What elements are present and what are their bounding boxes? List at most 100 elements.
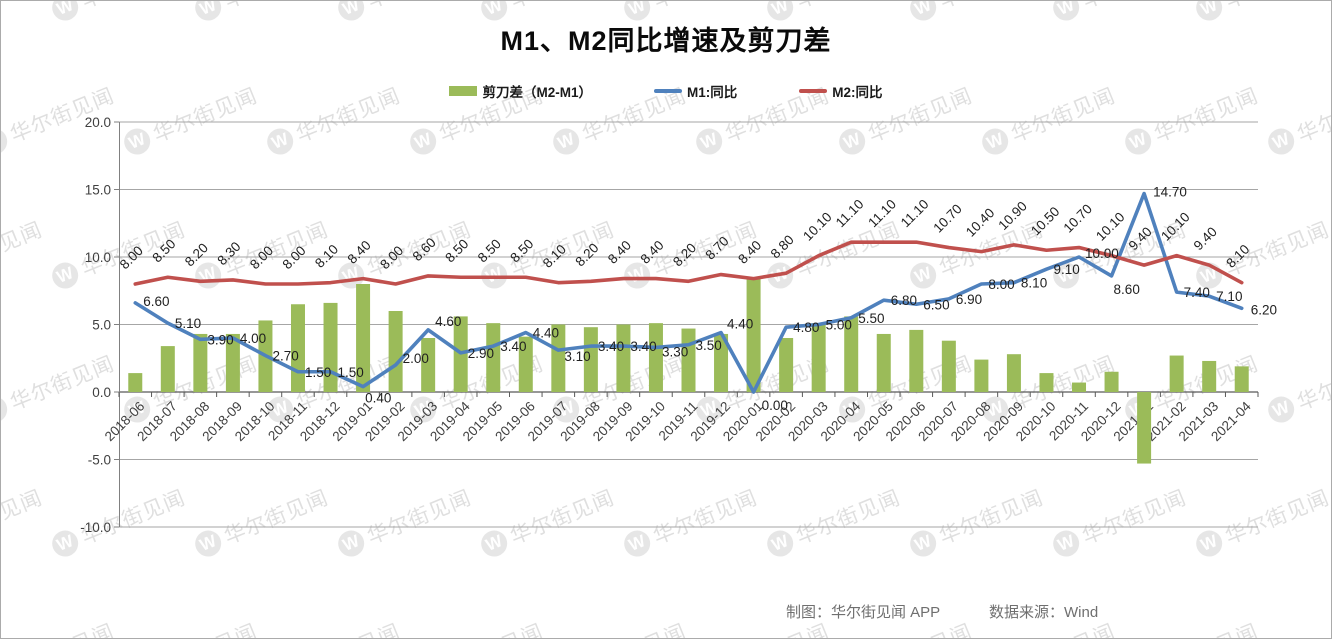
gap-bar (616, 324, 631, 392)
m2-data-label: 10.90 (995, 198, 1030, 233)
y-tick-label: 15.0 (85, 182, 111, 197)
gap-bar (421, 338, 436, 392)
gap-bar (160, 346, 175, 392)
y-tick-label: -5.0 (88, 452, 111, 467)
m2-data-label: 8.50 (475, 236, 504, 265)
m1-data-label: 5.50 (858, 311, 884, 326)
legend-item-m1: M1:同比 (654, 81, 737, 101)
gap-bar (356, 284, 371, 392)
m2-data-label: 8.20 (572, 240, 601, 269)
m2-data-label: 8.40 (637, 238, 666, 267)
gap-bar (551, 324, 566, 392)
legend-m2-label: M2:同比 (832, 85, 883, 100)
m2-data-label: 8.20 (670, 240, 699, 269)
m1-data-label: 6.50 (923, 297, 949, 312)
m1-data-label: 8.60 (1114, 282, 1140, 297)
m1-data-label: 3.40 (500, 339, 526, 354)
m2-data-label: 10.10 (1093, 209, 1128, 244)
m1-data-label: 14.70 (1153, 185, 1187, 200)
m2-data-label: 10.10 (1158, 209, 1193, 244)
m1-data-label: 3.10 (564, 349, 590, 364)
m1-data-label: 0.00 (762, 398, 788, 413)
gap-bar (1169, 355, 1184, 392)
m1-data-label: 0.40 (365, 391, 391, 406)
m1-data-label: 8.00 (988, 277, 1014, 292)
gap-bar (1137, 392, 1152, 464)
gap-bar (518, 336, 533, 392)
m1-data-label: 6.90 (956, 292, 982, 307)
m1-data-label: 5.10 (175, 316, 201, 331)
gap-bar (681, 328, 696, 392)
m2-data-label: 11.10 (833, 196, 867, 230)
legend-item-m2: M2:同比 (799, 81, 883, 101)
m2-data-label: 10.40 (963, 205, 998, 240)
y-axis-labels: 20.0 15.0 10.0 5.0 0.0 -5.0 -10.0 (80, 115, 111, 535)
m2-data-label: 8.00 (280, 243, 309, 272)
gap-bar (941, 340, 956, 392)
gap-bar (225, 333, 240, 392)
gap-bar (648, 323, 663, 392)
m1-data-label: 8.10 (1021, 276, 1047, 291)
gap-bar (128, 373, 143, 392)
m1-data-label: 2.00 (403, 351, 429, 366)
m1-data-label: 4.00 (240, 331, 266, 346)
gap-bar (909, 329, 924, 392)
gap-bar (876, 333, 891, 392)
m2-data-label: 8.00 (247, 243, 276, 272)
m2-data-label: 9.40 (1191, 224, 1220, 253)
m1-data-label: 3.90 (207, 332, 233, 347)
gap-bar (1234, 366, 1249, 392)
gridlines (119, 121, 1258, 528)
m2-data-label: 8.00 (117, 243, 146, 272)
legend-m1-label: M1:同比 (687, 85, 738, 100)
m2-data-label: 8.10 (312, 242, 341, 271)
gap-bar (323, 302, 338, 392)
gap-bar (1072, 382, 1087, 392)
m1-data-label: 3.40 (598, 339, 624, 354)
legend: 剪刀差（M2-M1） M1:同比 M2:同比 (1, 81, 1331, 101)
m1-data-label: 4.80 (793, 320, 819, 335)
m2-data-label: 8.50 (149, 236, 178, 265)
m2-data-label: 11.10 (865, 196, 899, 230)
m2-data-label: 8.30 (214, 239, 243, 268)
m2-data-label: 8.50 (442, 236, 471, 265)
m2-line (133, 240, 1244, 286)
m1-data-label: 6.80 (891, 293, 917, 308)
m1-data-label: 1.50 (338, 365, 364, 380)
legend-item-gap: 剪刀差（M2-M1） (449, 81, 592, 101)
data-labels: 6.605.103.90 4.002.701.50 1.500.402.004.60… (117, 185, 1277, 413)
m1-data-label: 4.40 (727, 317, 753, 332)
m2-data-label: 10.50 (1028, 204, 1063, 239)
m2-data-label: 8.60 (410, 235, 439, 264)
m1-data-label: 3.30 (662, 344, 688, 359)
m2-data-label: 10.70 (1061, 201, 1096, 236)
y-tick-label: 5.0 (92, 317, 111, 332)
m2-data-label: 8.50 (507, 236, 536, 265)
m2-data-label: 10.70 (930, 201, 965, 236)
legend-gap-label: 剪刀差（M2-M1） (482, 85, 592, 100)
gap-bar (811, 323, 826, 392)
m1-data-label: 6.20 (1251, 302, 1277, 317)
m2-data-label: 8.10 (540, 242, 569, 271)
gap-bar (779, 338, 794, 392)
m1-data-label: 7.10 (1216, 289, 1242, 304)
gap-bar (974, 359, 989, 392)
m2-data-label: 8.40 (605, 238, 634, 267)
legend-gap-swatch (449, 86, 478, 96)
m1-data-label: 9.10 (1053, 262, 1079, 277)
m1-data-label: 3.50 (696, 338, 722, 353)
m1-data-label: 7.40 (1184, 285, 1210, 300)
m1-data-label: 1.50 (305, 365, 331, 380)
m1-data-label: 4.60 (435, 314, 461, 329)
m1-data-label: 4.40 (533, 326, 559, 341)
y-tick-label: 10.0 (85, 250, 111, 265)
legend-m1-swatch (654, 89, 682, 93)
m1-data-label: 2.70 (272, 349, 298, 364)
m1-data-label: 2.90 (468, 346, 494, 361)
gap-bar (583, 327, 598, 392)
gap-bar (714, 333, 729, 392)
m2-data-label: 10.10 (800, 209, 835, 244)
y-tick-label: 20.0 (85, 115, 111, 130)
legend-m2-swatch (799, 89, 828, 93)
